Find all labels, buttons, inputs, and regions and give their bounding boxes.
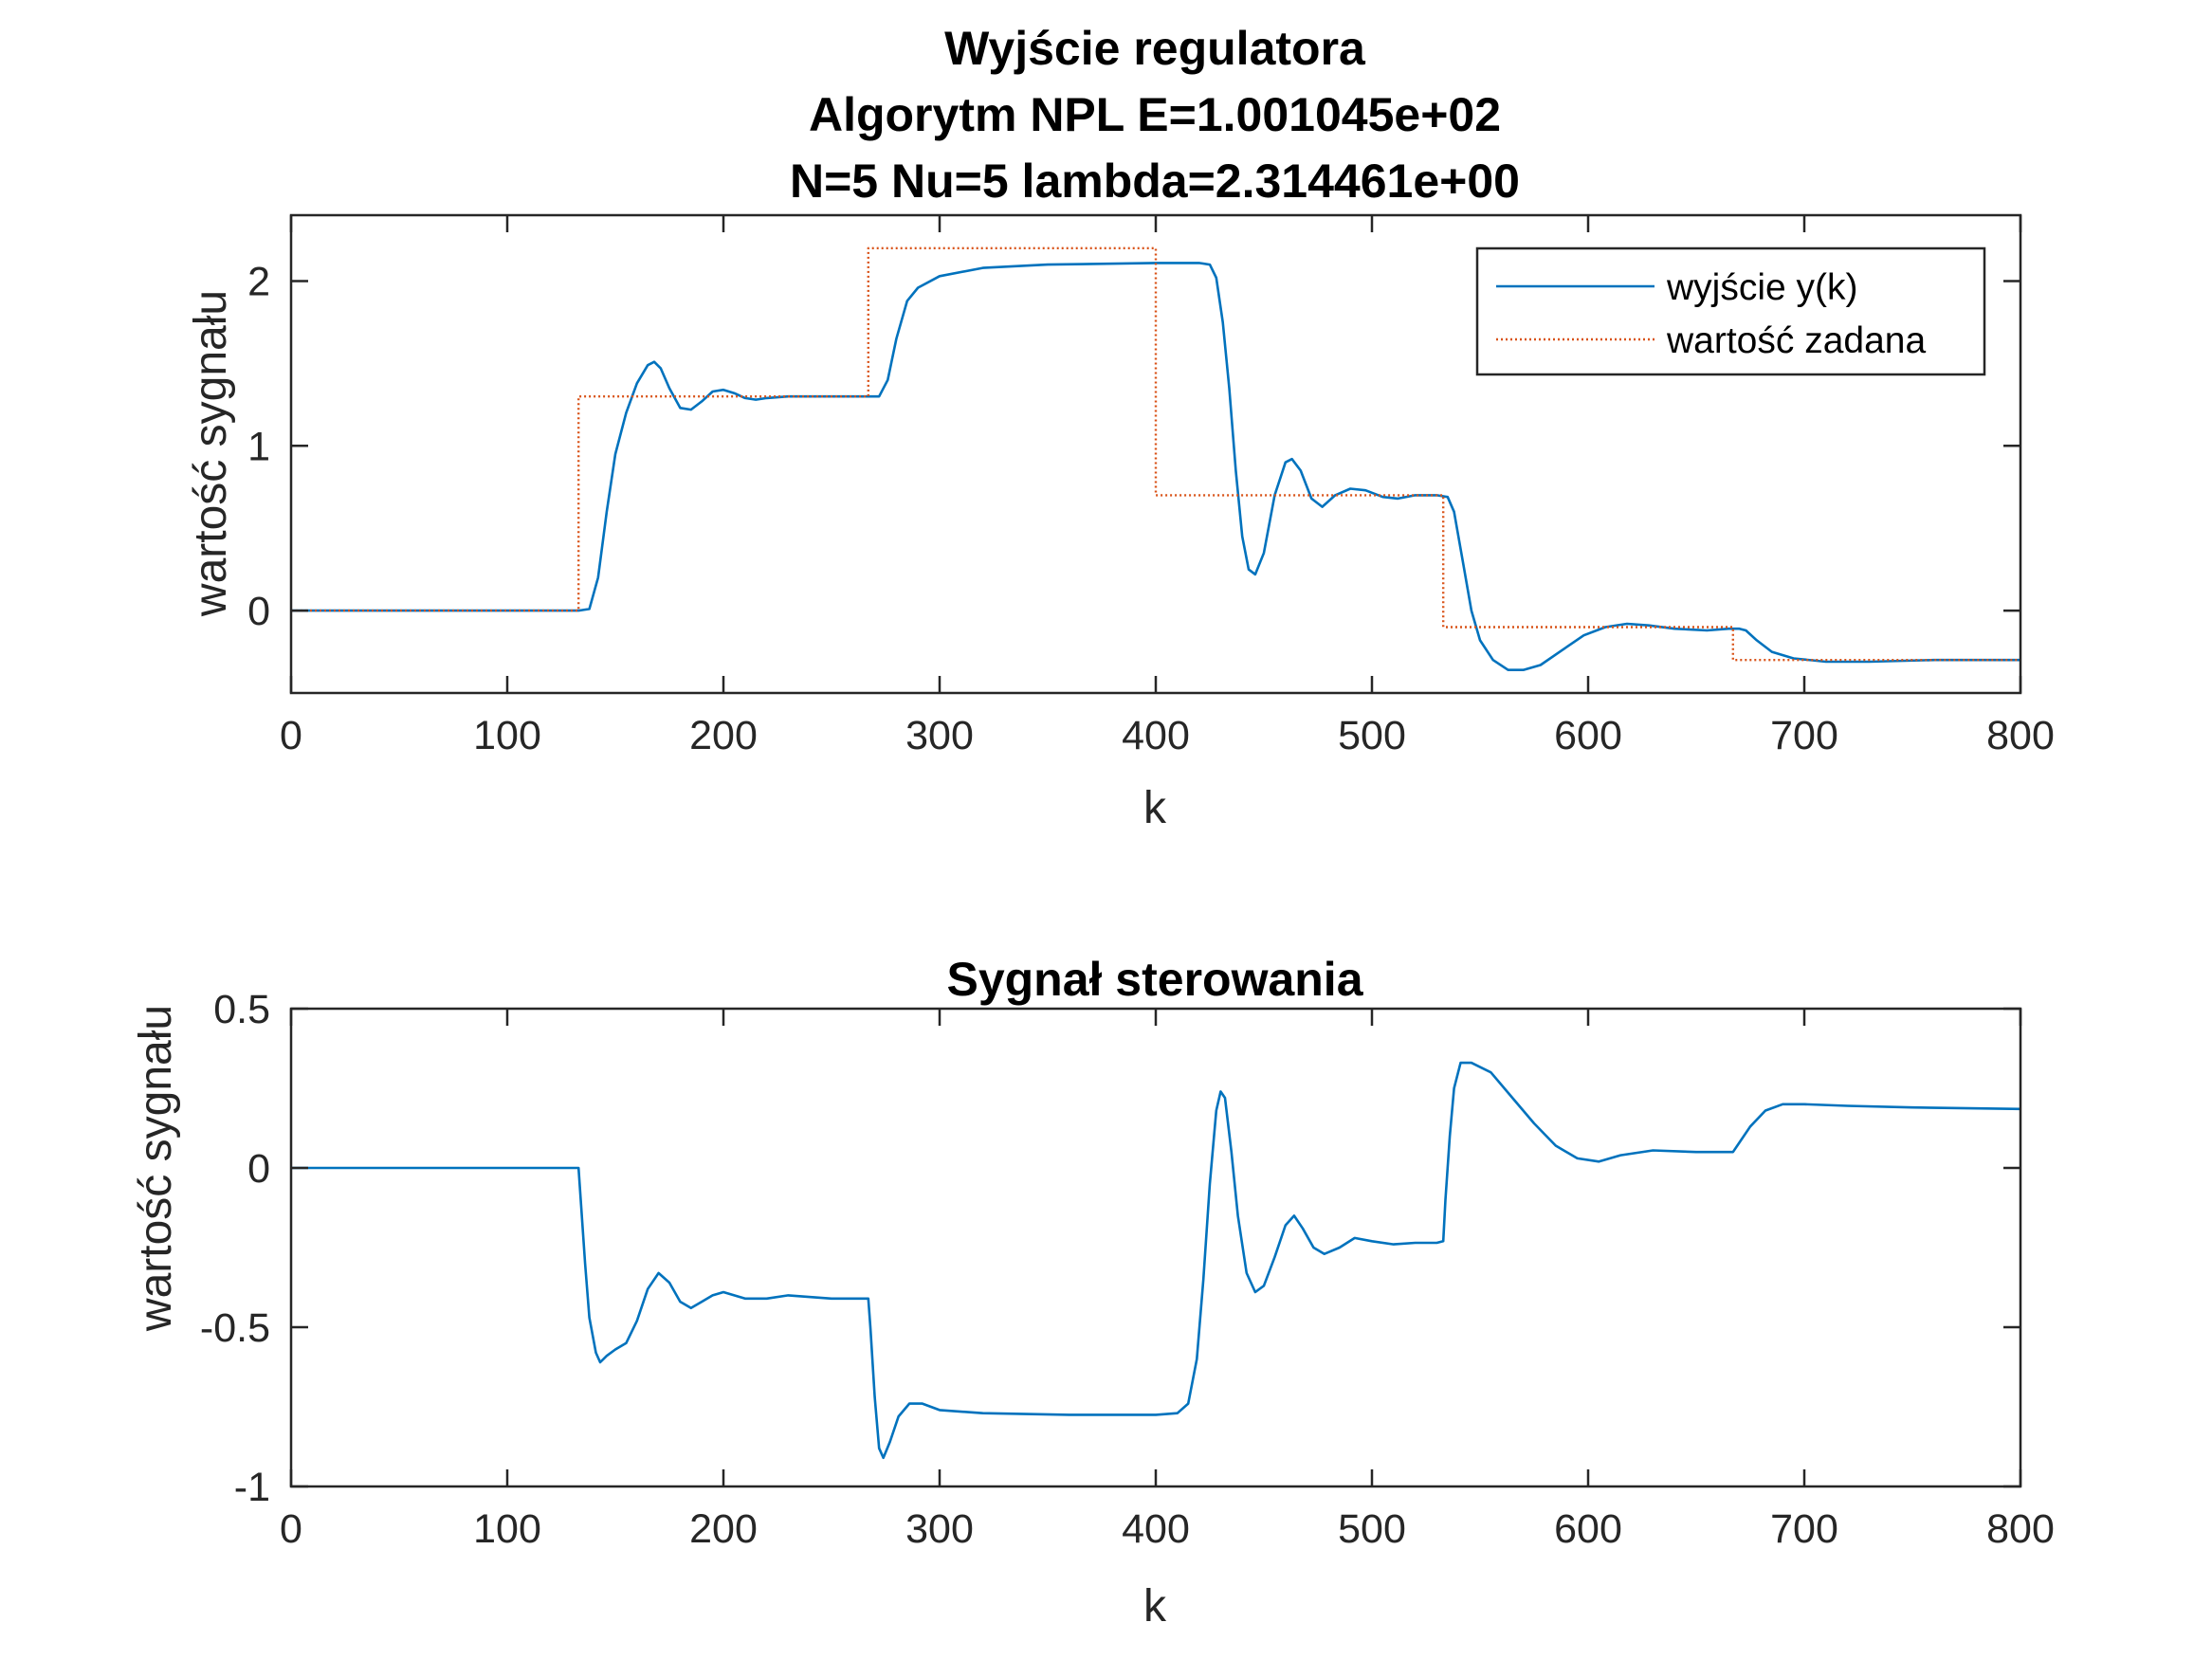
bottom-x-tick-label: 500: [1338, 1506, 1406, 1552]
bottom-x-tick-label: 400: [1122, 1506, 1190, 1552]
bottom-chart-title: Sygnał sterowania: [946, 953, 1363, 1006]
legend-box: [1475, 246, 1986, 376]
top-x-tick-label: 400: [1122, 713, 1190, 758]
bottom-y-tick-label: -1: [234, 1465, 270, 1510]
legend-label-setpoint: wartość zadana: [1666, 320, 1926, 361]
bottom-x-tick-label: 700: [1770, 1506, 1838, 1552]
bottom-y-tick-label: 0.5: [213, 987, 270, 1032]
top-x-tick-label: 200: [689, 713, 758, 758]
bottom-x-tick-label: 300: [905, 1506, 974, 1552]
top-chart-title: Wyjście regulatora Algorytm NPL E=1.0010…: [790, 22, 1520, 208]
top-x-tick-label: 800: [1986, 713, 2055, 758]
top-chart-title-line-1: Wyjście regulatora: [944, 22, 1366, 75]
bottom-chart: 0 100 200 300 400 500 600 700 800 -1 -0.5 0 0.5 Sygn…: [131, 953, 2055, 1632]
top-series-output-line: [291, 262, 2020, 671]
bottom-x-tick-label: 800: [1986, 1506, 2055, 1552]
top-chart: 0 100 200 300 400 500 600 700 800 0 1 2 Wyjście reg…: [186, 22, 2055, 833]
top-x-tick-label: 100: [473, 713, 541, 758]
top-y-tick-label: 1: [247, 424, 270, 469]
top-chart-y-axis-label: wartość sygnału: [186, 290, 236, 617]
bottom-chart-x-axis-label: k: [1143, 1581, 1167, 1632]
top-chart-x-axis-label: k: [1143, 783, 1167, 833]
bottom-series-output-line: [291, 1061, 2021, 1460]
top-chart-legend: wyjście y(k) wartość zadana: [1475, 246, 1986, 376]
top-x-tick-label: 600: [1554, 713, 1622, 758]
top-x-tick-label: 700: [1770, 713, 1838, 758]
legend-label-output: wyjście y(k): [1666, 267, 1858, 308]
top-series-setpoint-line: [291, 246, 2020, 662]
top-x-tick-label: 0: [280, 713, 302, 758]
bottom-y-tick-label: 0: [247, 1146, 270, 1192]
top-chart-title-line-2: Algorytm NPL E=1.001045e+02: [809, 88, 1501, 141]
bottom-chart-plot-area: 0 100 200 300 400 500 600 700 800 -1 -0.5 0 0.5: [200, 987, 2055, 1552]
top-chart-plot-area: 0 100 200 300 400 500 600 700 800 0 1 2: [247, 213, 2055, 758]
bottom-x-tick-label: 200: [689, 1506, 758, 1552]
top-x-tick-label: 300: [905, 713, 974, 758]
top-x-tick-label: 500: [1338, 713, 1406, 758]
top-y-tick-label: 2: [247, 260, 270, 305]
bottom-chart-y-axis-label: wartość sygnału: [131, 1005, 181, 1332]
bottom-x-tick-label: 100: [473, 1506, 541, 1552]
bottom-x-tick-label: 0: [280, 1506, 302, 1552]
top-y-tick-label: 0: [247, 589, 270, 634]
bottom-y-tick-label: -0.5: [200, 1305, 270, 1351]
top-chart-title-line-3: N=5 Nu=5 lambda=2.314461e+00: [790, 155, 1520, 208]
bottom-x-tick-label: 600: [1554, 1506, 1622, 1552]
